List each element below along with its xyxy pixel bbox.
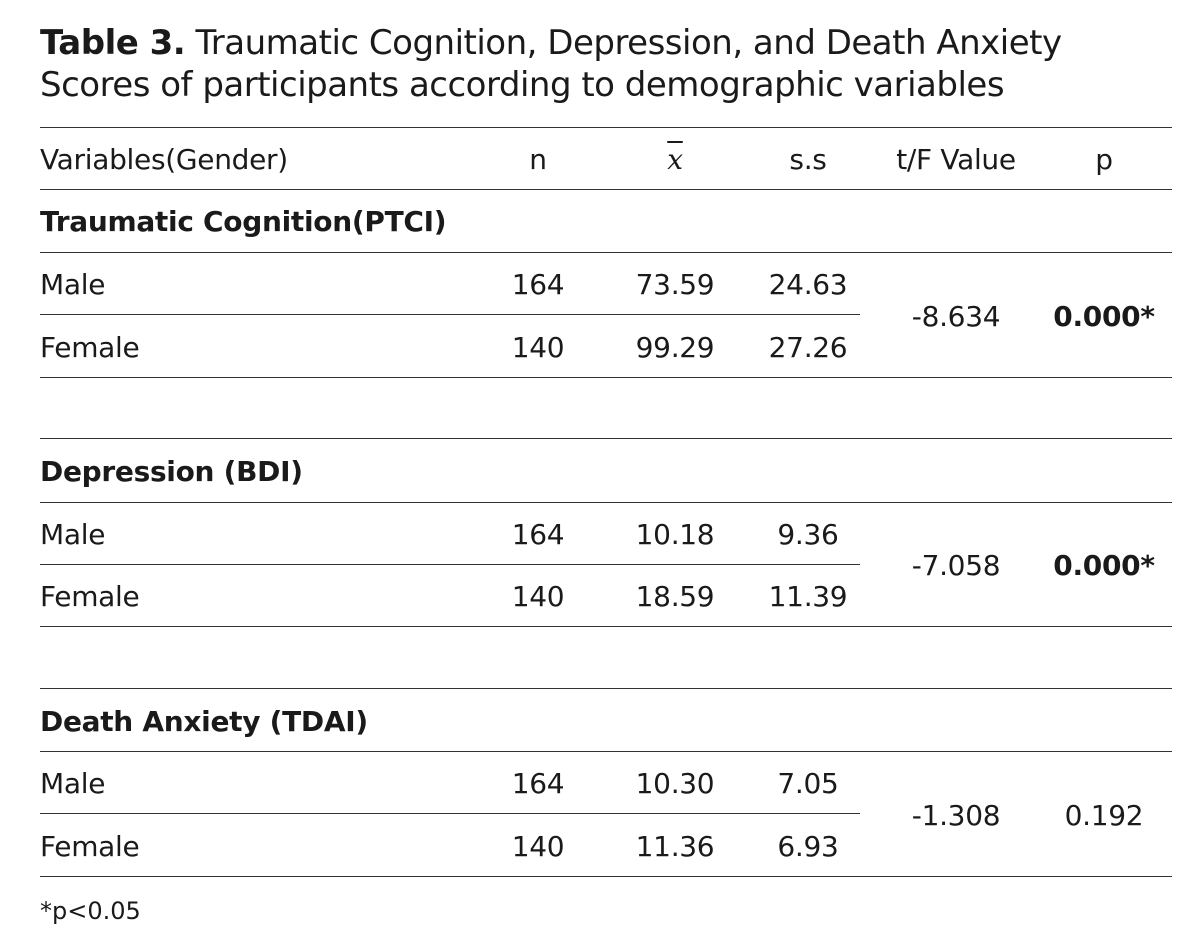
section-rule: [40, 502, 1172, 503]
table-title: Traumatic Cognition, Depression, and Dea…: [40, 23, 1062, 105]
section-start-rule: [40, 438, 1172, 439]
header-variables: Variables(Gender): [40, 143, 288, 176]
cell-mean: 18.59: [635, 580, 715, 613]
cell-mean: 11.36: [635, 830, 715, 863]
section-start-rule: [40, 688, 1172, 689]
row-divider: [40, 813, 860, 814]
row-divider: [40, 564, 860, 565]
section-title-ptci: Traumatic Cognition(PTCI): [40, 205, 447, 238]
section-title-tdai: Death Anxiety (TDAI): [40, 705, 368, 738]
cell-mean: 99.29: [635, 331, 715, 364]
row-label: Female: [40, 580, 140, 613]
cell-ss: 24.63: [768, 268, 848, 301]
cell-p-value: 0.192: [1064, 799, 1144, 832]
header-tf-value: t/F Value: [896, 143, 1016, 176]
row-label: Male: [40, 268, 106, 301]
footnote: *p<0.05: [40, 897, 141, 925]
cell-n: 164: [511, 767, 565, 800]
cell-n: 140: [511, 830, 565, 863]
section-title-bdi: Depression (BDI): [40, 455, 303, 488]
section-rule: [40, 751, 1172, 752]
header-n: n: [529, 143, 547, 176]
cell-mean: 73.59: [635, 268, 715, 301]
header-rule: [40, 189, 1172, 190]
cell-p-value: 0.000*: [1053, 549, 1155, 582]
row-label: Male: [40, 767, 106, 800]
bottom-rule: [40, 876, 1172, 877]
row-label: Male: [40, 518, 106, 551]
table-caption: Table 3. Traumatic Cognition, Depression…: [40, 22, 1180, 106]
cell-tf-value: -7.058: [911, 549, 1001, 582]
row-label: Female: [40, 331, 140, 364]
cell-ss: 11.39: [768, 580, 848, 613]
cell-ss: 9.36: [777, 518, 839, 551]
cell-ss: 27.26: [768, 331, 848, 364]
cell-mean: 10.18: [635, 518, 715, 551]
row-label: Female: [40, 830, 140, 863]
section-end-rule: [40, 377, 1172, 378]
top-rule: [40, 127, 1172, 128]
section-rule: [40, 252, 1172, 253]
cell-ss: 7.05: [777, 767, 839, 800]
cell-n: 164: [511, 518, 565, 551]
header-mean: x: [667, 143, 683, 176]
cell-mean: 10.30: [635, 767, 715, 800]
cell-n: 140: [511, 331, 565, 364]
cell-n: 164: [511, 268, 565, 301]
cell-n: 140: [511, 580, 565, 613]
section-end-rule: [40, 626, 1172, 627]
header-ss: s.s: [789, 143, 827, 176]
cell-tf-value: -1.308: [911, 799, 1001, 832]
cell-ss: 6.93: [777, 830, 839, 863]
row-divider: [40, 314, 860, 315]
cell-tf-value: -8.634: [911, 300, 1001, 333]
cell-p-value: 0.000*: [1053, 300, 1155, 333]
table-label: Table 3.: [40, 23, 186, 63]
header-p: p: [1095, 143, 1113, 176]
